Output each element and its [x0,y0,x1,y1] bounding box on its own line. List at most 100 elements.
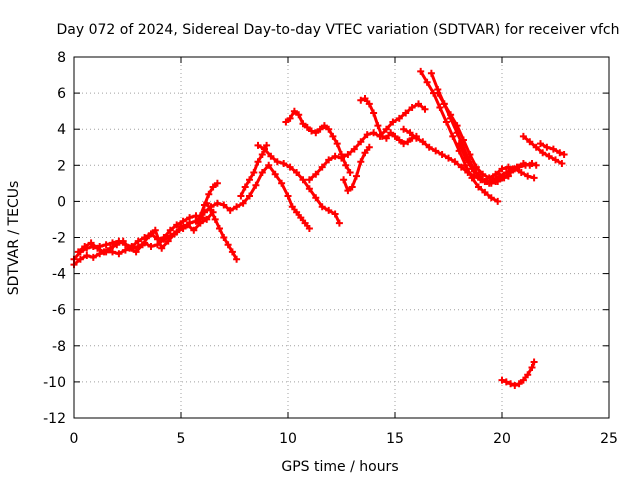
data-point [552,156,559,164]
y-tick-label: 8 [57,50,66,66]
data-point [363,131,371,139]
data-point [228,248,236,256]
data-point [109,239,116,247]
data-point [299,120,307,128]
data-point [365,143,373,151]
data-point [436,104,444,111]
data-point [400,140,408,148]
data-point [455,147,463,155]
data-point [357,158,365,166]
data-point [96,243,104,250]
data-point [430,89,437,97]
data-point [524,371,532,379]
data-point [267,152,275,160]
data-point [246,176,253,184]
data-point [81,243,89,250]
data-point [76,255,84,263]
y-tick-label: -2 [52,231,66,247]
data-point [475,172,482,180]
data-point [382,134,390,142]
data-point [171,230,179,238]
data-point [263,141,271,149]
data-point [365,100,373,108]
data-point [515,380,523,388]
data-point [119,237,127,245]
data-point [438,151,446,158]
data-point [145,232,153,240]
data-point [427,69,435,77]
data-point [496,172,504,180]
data-point [280,160,288,167]
data-point [166,226,174,234]
data-point [132,248,140,256]
y-tick-label: -4 [52,267,66,283]
data-point [312,194,320,202]
data-point [239,199,247,207]
data-point [278,179,286,187]
data-point [89,253,97,261]
data-point [412,134,420,142]
data-point [500,174,508,182]
series-track-9 [282,107,354,176]
series-layer [70,67,568,389]
series-track-20 [498,358,538,389]
data-point [487,194,495,202]
data-point [494,178,502,185]
y-tick-label: -10 [43,375,66,391]
data-point [453,122,461,130]
data-point [507,380,515,388]
data-point [423,78,431,86]
data-point [338,151,345,158]
series-track-14 [417,67,502,205]
data-point [353,172,360,180]
data-point [528,364,536,371]
data-point [147,243,155,250]
data-point [498,165,506,173]
x-tick-label: 5 [177,431,186,447]
data-point [183,221,191,229]
data-point [451,158,459,166]
data-point [530,174,538,182]
y-tick-label: 0 [57,194,66,210]
data-point [121,246,129,254]
data-point [258,169,266,176]
data-point [489,176,497,184]
data-point [462,161,470,169]
data-point [102,241,110,249]
data-point [213,199,221,207]
data-point [205,190,213,198]
series-track-18 [519,132,566,167]
data-point [447,111,455,119]
data-point [387,129,395,137]
data-point [74,248,82,256]
series-track-7 [237,141,271,200]
data-point [134,243,142,250]
data-point [254,158,262,166]
data-point [203,215,211,223]
data-point [209,183,217,191]
data-point [472,163,480,171]
data-point [83,244,91,252]
data-point [391,132,399,140]
data-point [389,118,397,126]
data-point [532,143,540,151]
data-point [286,163,294,171]
data-point [434,86,442,93]
x-tick-label: 0 [70,431,79,447]
x-tick-label: 20 [493,431,511,447]
data-point [408,104,416,111]
data-point [220,201,228,209]
data-point [502,378,510,386]
data-point [290,107,298,115]
data-point [237,192,245,200]
data-point [186,214,194,222]
data-point [141,234,149,241]
data-point [139,241,146,249]
data-point [504,163,512,171]
data-point [517,169,525,176]
data-point [481,188,489,196]
series-track-4 [194,161,313,232]
data-point [344,151,352,158]
data-point [560,151,568,158]
